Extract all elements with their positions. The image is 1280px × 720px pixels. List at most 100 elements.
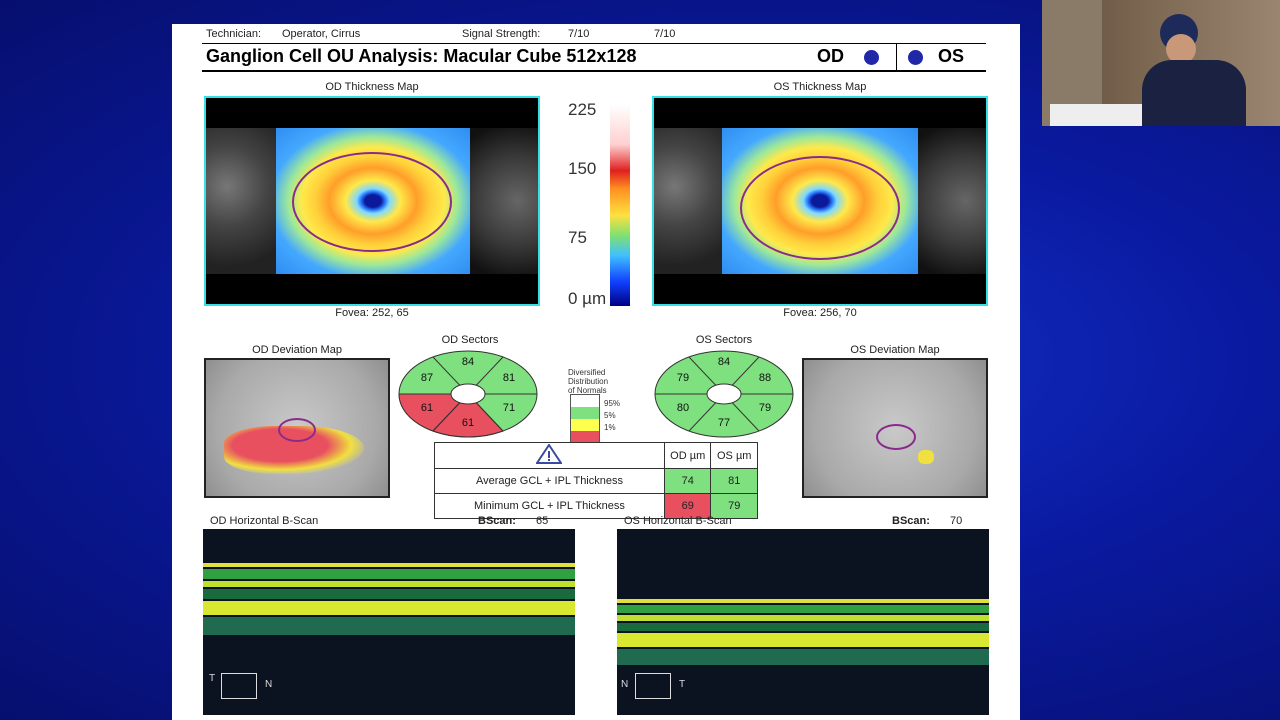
os-bscan-right-dir: T <box>679 679 686 690</box>
od-bscan-image: T N <box>203 529 575 715</box>
legend-5: 5% <box>604 411 616 420</box>
os-eye-label: OS <box>938 46 965 66</box>
legend-title-line-1: Diversified <box>568 368 606 377</box>
scale-label-0: 0 µm <box>568 289 607 308</box>
od-sector-lower-left: 61 <box>420 402 434 414</box>
os-bscan-value: 70 <box>950 515 963 527</box>
legend-title: Diversified Distribution of Normals <box>568 368 608 395</box>
minimum-od-value: 69 <box>663 493 712 519</box>
report-slide: Technician: Operator, Cirrus Signal Stre… <box>172 24 1020 720</box>
table-header-row: OD µm OS µm <box>434 442 758 469</box>
scale-label-75: 75 <box>568 228 587 247</box>
row-label-minimum: Minimum GCL + IPL Thickness <box>434 493 665 519</box>
od-bscan-layer-2 <box>203 569 575 579</box>
os-bscan-title: OS Horizontal B-Scan <box>624 515 732 527</box>
od-sectors-title: OD Sectors <box>441 334 499 346</box>
od-sector-top: 84 <box>461 356 475 368</box>
od-fundus-right <box>470 128 538 274</box>
technician-label: Technician: <box>206 28 262 40</box>
technician-value: Operator, Cirrus <box>282 28 361 40</box>
os-thickness-map <box>652 96 988 306</box>
od-sector-upper-right: 81 <box>502 372 516 384</box>
os-deviation-map <box>802 358 988 498</box>
signal-label: Signal Strength: <box>462 28 541 40</box>
presenter-face <box>1166 34 1196 64</box>
os-sector-upper-right: 88 <box>758 372 772 384</box>
od-bscan-layer-4 <box>203 589 575 599</box>
os-fundus-left <box>654 128 722 274</box>
od-bscan-label: BScan: <box>478 515 516 527</box>
header-divider <box>896 44 897 70</box>
scale-label-150: 150 <box>568 159 597 178</box>
legend-swatch-green <box>571 407 599 419</box>
legend-1: 1% <box>604 423 616 432</box>
os-fundus-right <box>918 128 986 274</box>
os-sector-upper-left: 79 <box>676 372 690 384</box>
od-deviation-ring <box>278 418 316 442</box>
presenter-video-inset <box>1042 0 1280 126</box>
os-bscan-layer-1 <box>617 599 989 603</box>
warning-triangle-icon <box>535 443 564 464</box>
report-title: Ganglion Cell OU Analysis: Macular Cube … <box>206 46 637 66</box>
od-bscan-left-dir: T <box>209 673 216 684</box>
signal-os: 7/10 <box>654 28 676 40</box>
table-row: Average GCL + IPL Thickness 74 81 <box>434 468 758 494</box>
od-eye-label: OD <box>817 46 844 66</box>
od-sector-bottom: 61 <box>461 417 475 429</box>
os-thickness-title: OS Thickness Map <box>773 81 867 93</box>
legend-title-line-2: Distribution <box>568 377 609 386</box>
od-bscan-orientation-box <box>221 673 257 699</box>
os-sector-lower-right: 79 <box>758 402 772 414</box>
os-eye-dot-icon <box>908 50 923 65</box>
od-deviation-title: OD Deviation Map <box>252 344 342 356</box>
od-sectors-diagram <box>398 350 538 438</box>
warning-cell <box>434 442 665 469</box>
row-label-average: Average GCL + IPL Thickness <box>434 468 665 494</box>
average-od-value: 74 <box>663 468 712 494</box>
od-sector-lower-right: 71 <box>502 402 516 414</box>
od-thickness-title: OD Thickness Map <box>325 81 419 93</box>
os-ellipse-ring <box>740 156 900 260</box>
legend-swatch-red <box>571 431 599 442</box>
os-bscan-layer-4 <box>617 623 989 631</box>
col-od-header: OD µm <box>663 442 712 469</box>
od-bscan-layer-1 <box>203 563 575 567</box>
os-bscan-left-dir: N <box>621 679 629 690</box>
os-bscan-layer-5 <box>617 633 989 647</box>
os-bscan-layer-3 <box>617 615 989 621</box>
legend-95: 95% <box>604 399 621 408</box>
minimum-os-value: 79 <box>710 493 758 519</box>
legend-swatch-white <box>571 395 599 407</box>
os-sector-bottom: 77 <box>717 417 731 429</box>
os-sectors-diagram <box>654 350 794 438</box>
od-bscan-layer-6 <box>203 617 575 635</box>
os-deviation-defect <box>918 450 934 464</box>
os-bscan-label: BScan: <box>892 515 930 527</box>
table-row: Minimum GCL + IPL Thickness 69 79 <box>434 493 758 519</box>
os-deviation-title: OS Deviation Map <box>850 344 940 356</box>
od-bscan-title: OD Horizontal B-Scan <box>210 515 319 527</box>
header-rule-bottom <box>202 70 986 72</box>
thickness-colorbar <box>610 104 630 306</box>
od-bscan-right-dir: N <box>265 679 273 690</box>
os-deviation-ring <box>876 424 916 450</box>
od-fovea-label: Fovea: 252, 65 <box>335 307 409 319</box>
presenter-suit <box>1142 60 1246 126</box>
os-bscan-layer-2 <box>617 605 989 613</box>
header-rule-top <box>202 43 986 44</box>
summary-table: OD µm OS µm Average GCL + IPL Thickness … <box>434 442 758 519</box>
od-bscan-layer-5 <box>203 601 575 615</box>
os-bscan-layer-6 <box>617 649 989 665</box>
od-ellipse-ring <box>292 152 452 252</box>
os-bscan-image: N T <box>617 529 989 715</box>
od-thickness-map <box>204 96 540 306</box>
legend-swatch-yellow <box>571 419 599 431</box>
average-os-value: 81 <box>710 468 758 494</box>
od-sector-upper-left: 87 <box>420 372 434 384</box>
legend-title-line-3: of Normals <box>568 386 607 395</box>
od-bscan-value: 65 <box>536 515 549 527</box>
os-sector-lower-left: 80 <box>676 402 690 414</box>
os-fovea-label: Fovea: 256, 70 <box>783 307 857 319</box>
signal-od: 7/10 <box>568 28 590 40</box>
legend-swatches <box>570 394 600 443</box>
